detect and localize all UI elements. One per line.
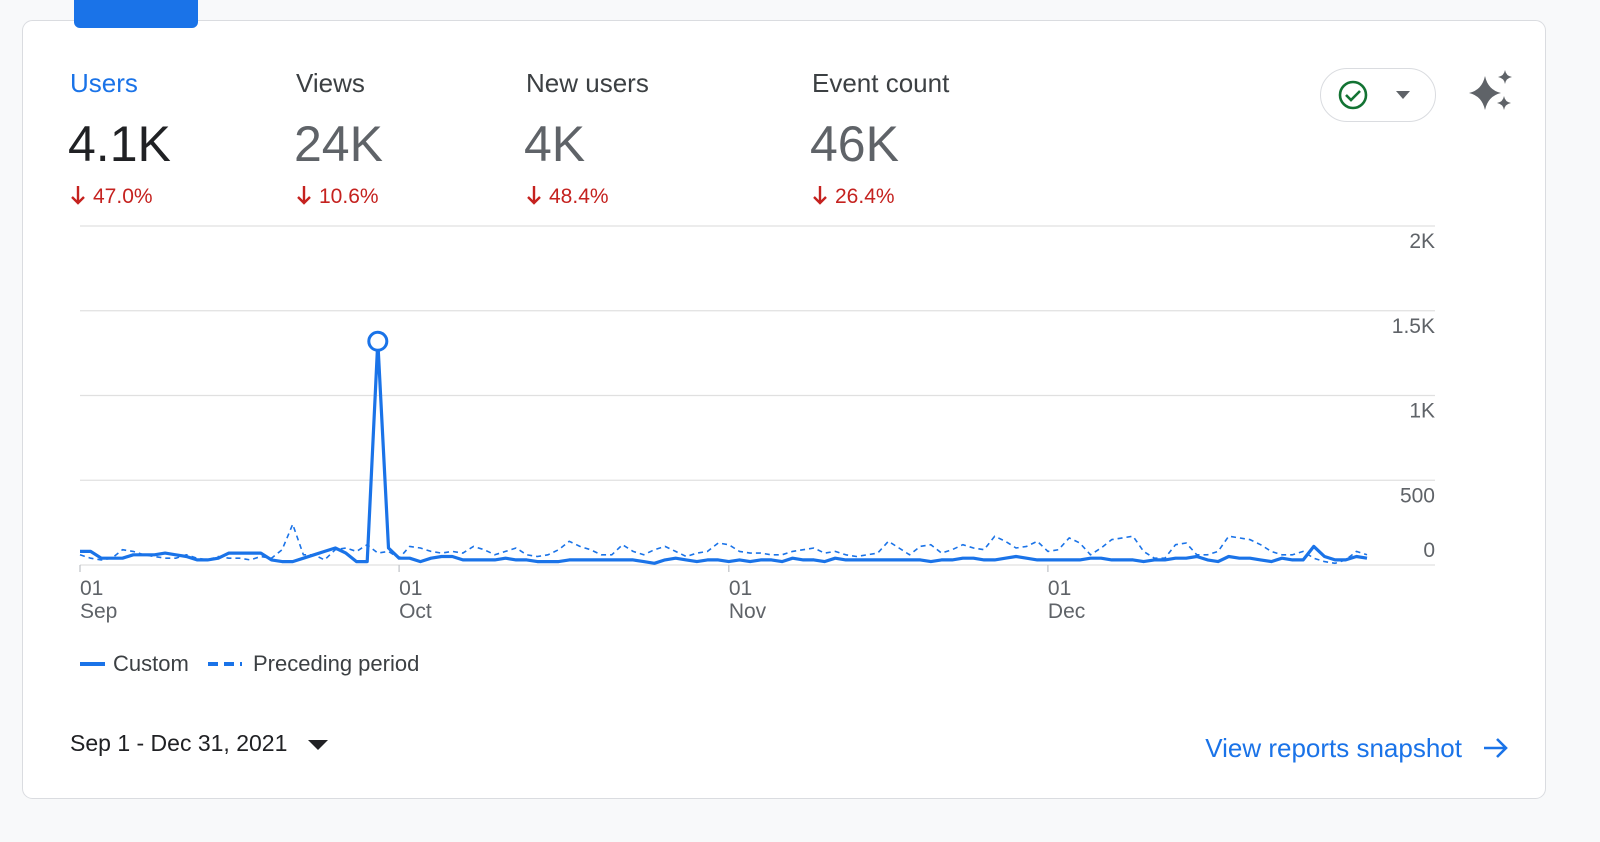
metric-label: Users: [70, 68, 138, 98]
card: [22, 20, 1546, 799]
date-range: Sep 1 - Dec 31, 2021: [70, 730, 287, 756]
metric[interactable]: Users 4.1K 47.0%: [68, 68, 171, 208]
x-tick-label: 01 Sep: [80, 577, 117, 623]
arrow-icon: [1484, 738, 1508, 758]
legend-label: Preceding period: [253, 651, 419, 676]
metric-value: 24K: [294, 116, 383, 172]
metric-change: 26.4%: [835, 185, 895, 208]
legend-label: Custom: [113, 651, 189, 676]
down-arrow: [71, 186, 85, 205]
insights-icon[interactable]: [1469, 70, 1512, 110]
chart: 0 500 1K 1.5K 2K 01 Sep 01 Oct 01 Nov 01 Dec: [79, 225, 1435, 623]
metric-label: New users: [526, 68, 649, 98]
metric-value: 46K: [810, 116, 899, 172]
metric-change: 47.0%: [93, 185, 153, 208]
metric-value: 4.1K: [68, 116, 171, 172]
date-range-picker[interactable]: Sep 1 - Dec 31, 2021: [70, 730, 328, 756]
down-arrow: [813, 186, 827, 205]
down-arrow: [527, 186, 541, 205]
sparkle: [1498, 70, 1512, 84]
series-line: [79, 523, 1368, 565]
hover-point: [367, 330, 389, 352]
check-circle: [1338, 80, 1368, 110]
metric-change: 10.6%: [319, 185, 379, 208]
compare-button[interactable]: [1320, 68, 1436, 122]
sparkle: [1469, 76, 1501, 110]
metric-label: Views: [296, 68, 365, 98]
button-frame: [1320, 68, 1436, 122]
y-tick-label: 2K: [1409, 230, 1435, 253]
y-tick-label: 500: [1400, 484, 1435, 507]
y-tick-label: 1.5K: [1392, 315, 1435, 338]
link-text: View reports snapshot: [1205, 733, 1463, 763]
series-line: [80, 339, 1368, 565]
x-tick-label: 01 Dec: [1048, 577, 1085, 623]
metric-label: Event count: [812, 68, 950, 98]
y-tick-label: 1K: [1409, 400, 1435, 423]
metric[interactable]: Event count 46K 26.4%: [810, 68, 950, 208]
check: [1345, 90, 1361, 102]
sparkle: [1497, 96, 1511, 110]
down-arrows: [71, 186, 827, 205]
metric[interactable]: New users 4K 48.4%: [524, 68, 649, 208]
y-tick-label: 0: [1423, 539, 1435, 562]
down-arrow: [297, 186, 311, 205]
x-tick-label: 01 Oct: [399, 577, 432, 623]
metric-value: 4K: [524, 116, 585, 172]
metric-change: 48.4%: [549, 185, 609, 208]
active-tab-indicator: [74, 0, 198, 14]
x-tick-label: 01 Nov: [729, 577, 767, 623]
legend: Custom Preceding period: [80, 651, 419, 676]
dropdown-arrow: [1396, 91, 1410, 99]
dropdown-arrow: [308, 740, 328, 750]
view-reports-link[interactable]: View reports snapshot: [1205, 733, 1508, 763]
metric[interactable]: Views 24K 10.6%: [294, 68, 383, 208]
